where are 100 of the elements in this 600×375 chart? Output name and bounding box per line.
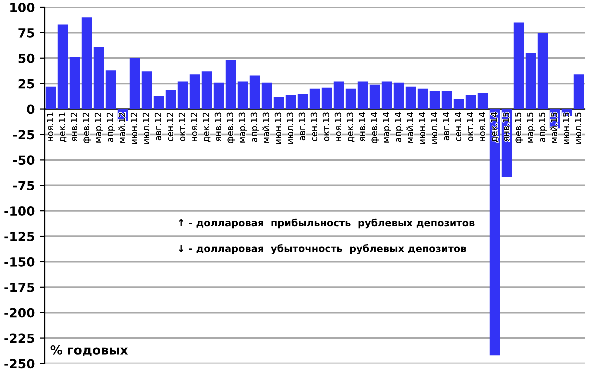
- bar: [274, 97, 284, 110]
- x-tick-label: дек.14: [491, 112, 499, 142]
- y-tick-label: -75: [13, 181, 34, 191]
- bar: [574, 74, 584, 110]
- x-tick-label: июл.14: [431, 112, 438, 144]
- x-tick-label: апр.15: [539, 112, 548, 142]
- bar: [370, 84, 380, 110]
- x-tick-label: янв.12: [70, 112, 78, 142]
- bar: [202, 72, 212, 110]
- annotation: ↑ - долларовая прибыльность рублевых депозитов: [179, 218, 475, 229]
- bar: [226, 60, 236, 110]
- y-tick-label: -25: [13, 130, 34, 140]
- y-tick-label: 25: [18, 79, 34, 89]
- bar: [394, 82, 404, 110]
- x-tick-label: июн.14: [419, 112, 426, 144]
- x-tick-label: май.13: [262, 112, 270, 143]
- x-tick-label: май.12: [118, 112, 126, 143]
- bar: [298, 94, 308, 110]
- x-tick-label: фев.13: [226, 112, 236, 144]
- x-tick-label: фев.12: [82, 112, 92, 144]
- x-tick-label: авг.14: [443, 112, 450, 141]
- bar: [142, 72, 152, 110]
- y-tick-label: 100: [10, 2, 35, 12]
- bar: [58, 24, 68, 110]
- y-tick-label: 0: [27, 104, 35, 114]
- x-tick-label: янв.15: [503, 112, 510, 142]
- bar: [526, 53, 536, 110]
- bar: [154, 96, 164, 110]
- bar: [262, 82, 272, 110]
- bar: [418, 88, 428, 110]
- x-tick-label: июн.15: [563, 112, 570, 144]
- x-tick-label: мар.15: [527, 112, 536, 143]
- x-tick-label: дек.11: [59, 112, 67, 142]
- x-tick-label: июл.15: [575, 112, 582, 144]
- bar: [406, 86, 416, 110]
- y-tick-label: -50: [13, 156, 35, 166]
- x-tick-label: сен.14: [455, 112, 462, 142]
- y-tick-label: -250: [4, 359, 35, 369]
- y-tick-label: -125: [4, 232, 34, 242]
- bar: [538, 32, 548, 110]
- x-tick-label: мар.14: [383, 112, 392, 143]
- y-tick-label: -225: [4, 334, 34, 344]
- bar: [442, 90, 452, 110]
- x-tick-label: июл.13: [286, 112, 294, 144]
- bar: [310, 88, 320, 110]
- x-tick-label: апр.12: [106, 112, 116, 142]
- bar: [286, 95, 296, 110]
- x-tick-label: авг.12: [154, 112, 162, 141]
- x-tick-label: окт.12: [178, 112, 186, 142]
- y-tick-label: 50: [18, 54, 35, 64]
- x-tick-label: мар.12: [94, 112, 104, 143]
- x-tick-label: окт.13: [322, 112, 330, 142]
- x-tick-label: дек.12: [202, 112, 211, 142]
- bar: [106, 70, 116, 110]
- bar: [82, 18, 92, 110]
- x-tick-label: ноя.13: [334, 112, 342, 142]
- x-tick-label: мар.13: [238, 112, 248, 143]
- bar: [46, 86, 56, 110]
- y-tick-label: 75: [18, 28, 34, 38]
- x-tick-label: янв.13: [214, 112, 222, 142]
- bar: [130, 58, 140, 110]
- x-tick-label: сен.13: [310, 112, 318, 142]
- bar: [490, 109, 500, 356]
- y-tick-label: -100: [4, 206, 35, 216]
- annotation: ↓ - долларовая убыточность рублевых депозитов: [179, 244, 466, 254]
- bar: [514, 22, 524, 110]
- bar: [70, 57, 80, 110]
- bar: [454, 99, 464, 110]
- y-tick-label: -175: [4, 283, 34, 292]
- y-tick-label: -150: [4, 257, 35, 267]
- x-tick-label: ноя.14: [479, 112, 486, 142]
- bar: [334, 82, 344, 110]
- bar: [466, 95, 476, 110]
- x-tick-label: фев.15: [515, 112, 524, 144]
- x-tick-label: апр.14: [395, 112, 404, 142]
- bar: [358, 82, 368, 110]
- y-tick-label: -200: [4, 308, 35, 318]
- x-tick-label: фев.14: [371, 112, 380, 144]
- bar: [178, 82, 188, 110]
- x-tick-label: окт.14: [467, 112, 474, 142]
- x-tick-label: дек.13: [346, 112, 355, 142]
- bar: [346, 88, 356, 110]
- bar: [430, 90, 440, 110]
- x-tick-label: май.14: [406, 112, 414, 143]
- x-tick-label: июн.12: [130, 112, 138, 144]
- x-tick-label: июн.13: [274, 112, 282, 144]
- bar: [250, 76, 260, 110]
- bar: [190, 74, 200, 110]
- x-tick-label: апр.13: [250, 112, 260, 142]
- x-tick-label: май.15: [550, 112, 558, 143]
- x-tick-label: янв.14: [359, 112, 366, 142]
- bar: [478, 93, 488, 110]
- annotation: % годовых: [50, 345, 128, 356]
- bar: [166, 90, 176, 110]
- x-tick-label: ноя.11: [47, 112, 54, 142]
- x-tick-label: авг.13: [298, 112, 306, 141]
- x-tick-label: сен.12: [166, 112, 174, 142]
- bar: [322, 88, 332, 110]
- x-tick-label: ноя.12: [190, 112, 198, 142]
- bar: [214, 82, 224, 110]
